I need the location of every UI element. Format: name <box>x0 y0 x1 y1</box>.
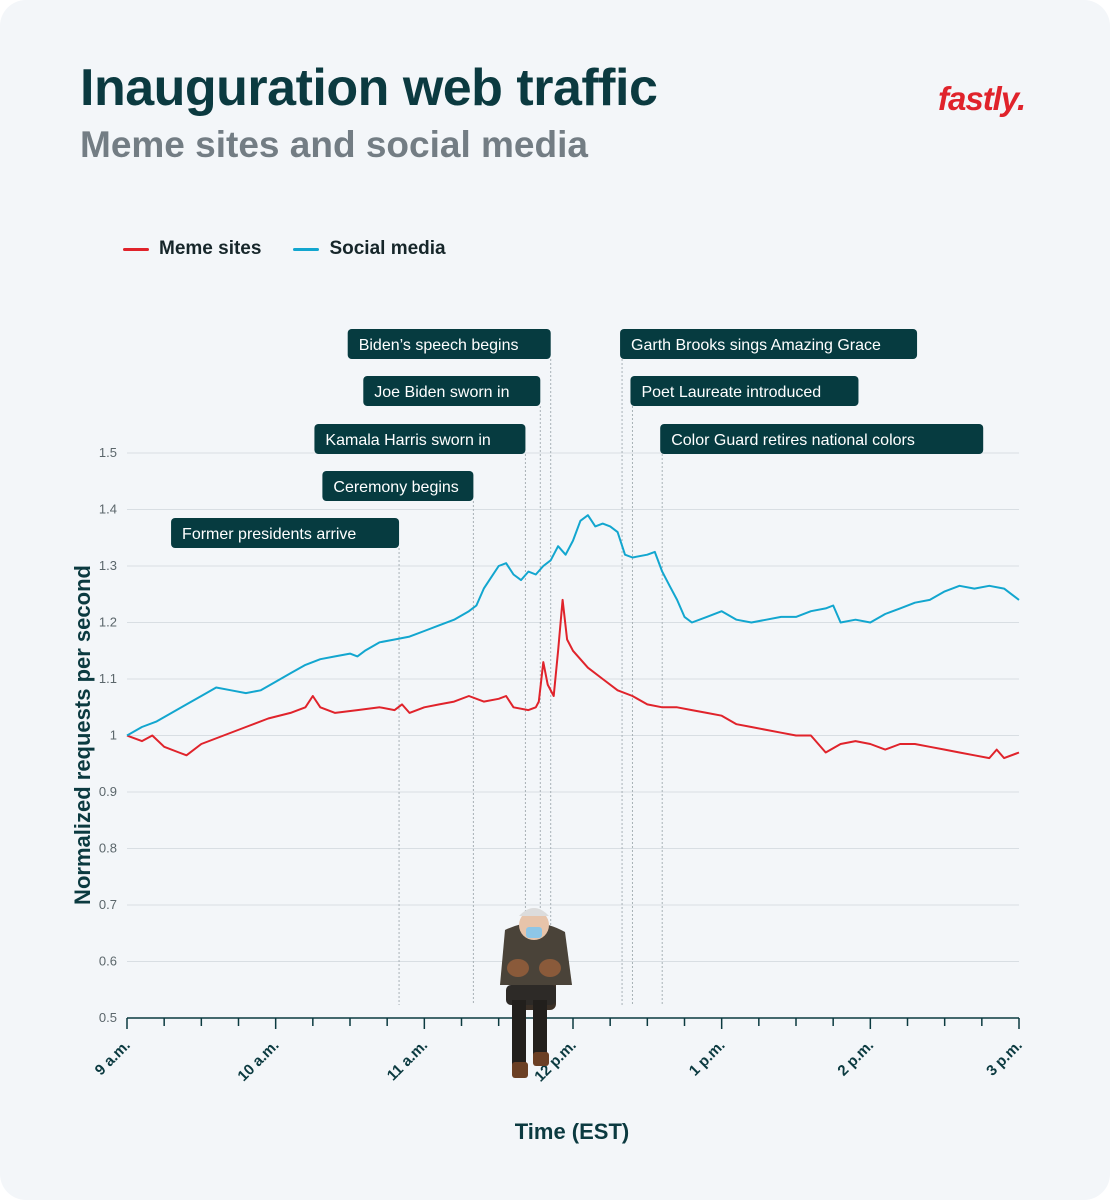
series-lines <box>126 514 1020 760</box>
fastly-logo: fastly. <box>938 80 1026 117</box>
series-line-meme <box>126 598 1020 760</box>
axes: 0.5 0.6 0.7 0.8 0.9 1 1.1 1.2 1.3 1.4 1.5 9 a.m. 10 … <box>70 445 1026 1144</box>
annotation-box <box>171 518 400 548</box>
legend-label-social: Social media <box>329 238 446 259</box>
figure-mask <box>526 927 542 938</box>
y-tick-label: 1.2 <box>99 615 117 630</box>
annotation-label: Joe Biden sworn in <box>374 384 509 401</box>
x-axis-label: Time (EST) <box>515 1119 630 1144</box>
annotation-box <box>620 329 918 359</box>
y-tick-label: 0.6 <box>99 954 117 969</box>
legend-item-social: Social media <box>293 238 446 260</box>
annotation-label: Ceremony begins <box>333 479 458 496</box>
figure-leg-right <box>533 1000 547 1058</box>
x-tick-label: 2 p.m. <box>834 1037 877 1080</box>
y-tick-label: 1.4 <box>99 502 117 517</box>
annotation-label: Kamala Harris sworn in <box>325 432 490 449</box>
annotation-label: Poet Laureate introduced <box>641 384 821 401</box>
figure-boot-left <box>512 1062 528 1078</box>
series-line-social <box>126 514 1020 737</box>
figure-mitten-right <box>539 959 561 977</box>
y-tick-label: 1.1 <box>99 671 117 686</box>
annotation-box <box>347 329 551 359</box>
x-tick-label: 3 p.m. <box>983 1037 1026 1080</box>
figure-boot-right <box>533 1052 549 1066</box>
annotation-label: Biden’s speech begins <box>359 337 519 354</box>
y-tick-label: 1.3 <box>99 558 117 573</box>
annotation-label: Color Guard retires national colors <box>671 432 915 449</box>
annotation-box <box>314 424 526 454</box>
y-tick-label: 0.5 <box>99 1010 117 1025</box>
annotation-box <box>660 424 984 454</box>
figure-leg-left <box>512 1000 526 1065</box>
annotation-box <box>322 471 474 501</box>
x-tick-label: 1 p.m. <box>686 1037 729 1080</box>
x-tick-label: 10 a.m. <box>235 1037 283 1085</box>
y-axis-label: Normalized requests per second <box>70 565 95 905</box>
annotation-label: Garth Brooks sings Amazing Grace <box>631 337 881 354</box>
y-tick-label: 0.7 <box>99 897 117 912</box>
page-subtitle: Meme sites and social media <box>80 124 588 165</box>
y-tick-label: 1.5 <box>99 445 117 460</box>
y-tick-label: 0.9 <box>99 784 117 799</box>
y-tick-label: 0.8 <box>99 841 117 856</box>
chart-legend: Meme sites Social media <box>123 238 446 260</box>
bernie-mittens-figure <box>500 908 572 1078</box>
legend-label-meme: Meme sites <box>159 238 262 259</box>
legend-swatch-social <box>293 247 320 251</box>
legend-swatch-meme <box>123 247 149 251</box>
annotation-box <box>630 376 859 406</box>
annotation-lines <box>398 359 663 1005</box>
x-tick-label: 9 a.m. <box>92 1037 134 1079</box>
y-tick-label: 1 <box>110 728 117 743</box>
annotations: Former presidents arrive Ceremony begins K… <box>171 329 984 548</box>
annotation-box <box>363 376 541 406</box>
figure-hair <box>519 908 549 916</box>
legend-item-meme: Meme sites <box>123 238 261 260</box>
annotation-label: Former presidents arrive <box>182 526 356 543</box>
x-tick-label: 11 a.m. <box>384 1037 431 1084</box>
page-title: Inauguration web traffic <box>80 59 658 117</box>
figure-mitten-left <box>507 959 529 977</box>
